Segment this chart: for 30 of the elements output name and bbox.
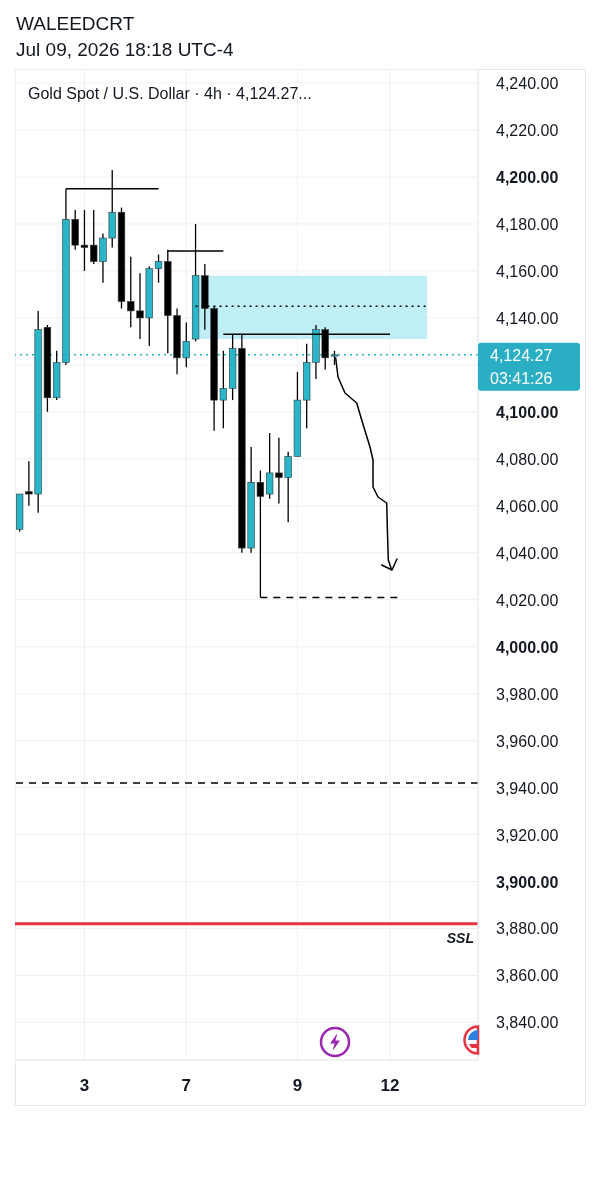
text: WALEEDCRT xyxy=(16,13,135,35)
chart-subtitle: Jul 09, 2026 18:18 UTC-4 xyxy=(16,39,234,61)
y-tick-label: 4,220.00 xyxy=(496,122,559,140)
y-tick-label: 4,200.00 xyxy=(496,169,559,187)
y-tick-label: 3,900.00 xyxy=(496,873,559,891)
y-tick-label: 4,060.00 xyxy=(496,497,559,515)
ref-line-label: SSL xyxy=(446,929,474,946)
y-tick-label: 3,940.00 xyxy=(496,779,559,797)
x-tick-label: 9 xyxy=(292,1076,303,1095)
y-tick-label: 3,920.00 xyxy=(496,826,559,844)
x-tick-label: 7 xyxy=(181,1076,192,1095)
y-tick-label: 4,000.00 xyxy=(496,638,559,656)
x-tick-label: 3 xyxy=(79,1076,90,1095)
y-tick-label: 3,960.00 xyxy=(496,732,559,750)
y-tick-label: 3,860.00 xyxy=(496,967,559,985)
text: 03:41:26 xyxy=(490,369,553,387)
ref-line-label: 4,124.27 xyxy=(490,346,553,364)
y-tick-label: 4,080.00 xyxy=(496,450,559,468)
y-tick-label: 4,020.00 xyxy=(496,591,559,609)
y-tick-label: 4,240.00 xyxy=(496,75,559,93)
y-tick-label: 4,160.00 xyxy=(496,262,559,280)
y-tick-label: 4,040.00 xyxy=(496,544,559,562)
y-tick-label: 4,180.00 xyxy=(496,215,559,233)
y-tick-label: 3,980.00 xyxy=(496,685,559,703)
y-tick-label: 3,880.00 xyxy=(496,920,559,938)
text: Gold Spot / U.S. Dollar · 4h · 4,124.27... xyxy=(28,85,312,103)
x-tick-label: 12 xyxy=(380,1076,400,1095)
y-tick-label: 4,140.00 xyxy=(496,309,559,327)
y-tick-label: 3,840.00 xyxy=(496,1014,559,1032)
y-tick-label: 4,100.00 xyxy=(496,403,559,421)
